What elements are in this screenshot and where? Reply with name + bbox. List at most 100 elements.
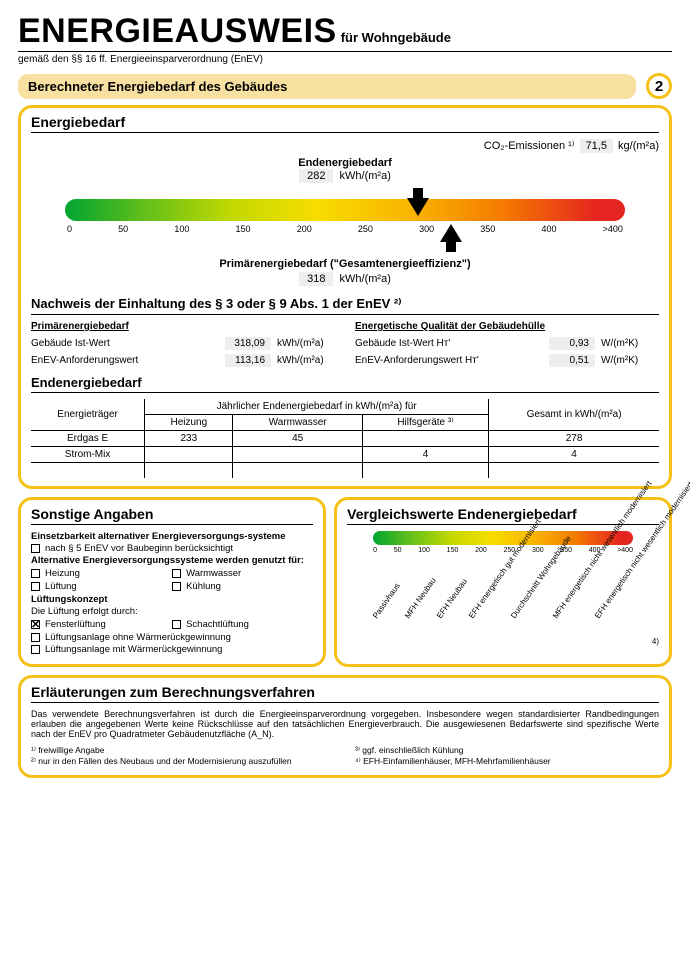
td (233, 447, 362, 463)
checkbox-icon (31, 582, 40, 591)
table-row: Erdgas E 233 45 278 (31, 431, 659, 447)
label: Kühlung (186, 581, 221, 592)
label: Warmwasser (186, 568, 241, 579)
label: Schachtlüftung (186, 619, 249, 630)
footnote: ¹⁾ freiwillige Angabe (31, 745, 335, 756)
checkbox-icon (31, 645, 40, 654)
scale-ticks: 050100150200250300350400>400 (65, 224, 625, 234)
mini-scale-bar (373, 531, 633, 545)
table-row: Strom-Mix 4 4 (31, 447, 659, 463)
end-label: Endenergiebedarf (31, 157, 659, 169)
qual-u: Energetische Qualität der Gebäudehülle (355, 321, 659, 332)
explanation-text: Das verwendete Berechnungsverfahren ist … (31, 709, 659, 739)
checkbox-icon (31, 569, 40, 578)
row-two-panels: Sonstige Angaben Einsetzbarkeit alternat… (18, 497, 672, 667)
panel-erlaeuterungen: Erläuterungen zum Berechnungsverfahren D… (18, 675, 672, 778)
label: Lüftungsanlage ohne Wärmerückgewinnung (45, 632, 231, 643)
panel-energiebedarf: Energiebedarf CO₂-Emissionen ¹⁾ 71,5 kg/… (18, 105, 672, 489)
page-number: 2 (646, 73, 672, 99)
panel-heading: Vergleichswerte Endenergiebedarf (347, 506, 659, 525)
end-unit: kWh/(m²a) (340, 170, 391, 182)
end-table: Energieträger Jährlicher Endenergiebedar… (31, 399, 659, 478)
prim-u: Primärenergiebedarf (31, 321, 335, 332)
checkbox-checked-icon (31, 620, 40, 629)
checkbox-icon (31, 544, 40, 553)
th: Warmwasser (233, 415, 362, 431)
kv-unit: kWh/(m²a) (277, 338, 335, 349)
checkbox-icon (172, 582, 181, 591)
td: 278 (489, 431, 659, 447)
td (362, 431, 488, 447)
td (145, 447, 233, 463)
kv-unit: kWh/(m²a) (277, 355, 335, 366)
co2-unit: kg/(m²a) (618, 140, 659, 152)
kv-label: EnEV-Anforderungswert Hᴛ' (355, 355, 549, 366)
td: Strom-Mix (31, 447, 145, 463)
kv-val: 0,51 (549, 354, 595, 367)
td: 4 (489, 447, 659, 463)
legal-line: gemäß den §§ 16 ff. Energieeinsparverord… (18, 54, 672, 65)
comparison-labels: PassivhausMFH NeubauEFH NeubauEFH energe… (363, 557, 643, 637)
kv-unit: W/(m²K) (601, 338, 659, 349)
nachweis-heading: Nachweis der Einhaltung des § 3 oder § 9… (31, 296, 659, 315)
panel-heading: Erläuterungen zum Berechnungsverfahren (31, 684, 659, 703)
prim-label: Primärenergiebedarf ("Gesamtenergieeffiz… (31, 258, 659, 270)
arrow-bottom-icon (440, 224, 462, 242)
label: Heizung (45, 568, 80, 579)
section-bar: Berechneter Energiebedarf des Gebäudes 2 (18, 73, 672, 99)
label: nach § 5 EnEV vor Baubeginn berücksichti… (45, 543, 233, 554)
header: ENERGIEAUSWEIS für Wohngebäude (18, 12, 672, 52)
kv-label: EnEV-Anforderungswert (31, 355, 225, 366)
endtable-heading: Endenergiebedarf (31, 375, 659, 393)
label: Alternative Energieversorgungssysteme we… (31, 555, 313, 566)
panel-heading: Energiebedarf (31, 114, 659, 133)
footnotes: ¹⁾ freiwillige Angabe ²⁾ nur in den Fäll… (31, 745, 659, 767)
panel-sonstige: Sonstige Angaben Einsetzbarkeit alternat… (18, 497, 326, 667)
label: Die Lüftung erfolgt durch: (31, 606, 313, 617)
footnote: ⁴⁾ EFH-Einfamilienhäuser, MFH-Mehrfamili… (355, 756, 659, 767)
td: 233 (145, 431, 233, 447)
note: 4) (347, 637, 659, 646)
co2-value: 71,5 (580, 139, 613, 153)
th: Jährlicher Endenergiebedarf in kWh/(m²a)… (145, 399, 489, 415)
label: Lüftung (45, 581, 77, 592)
label: Lüftungskonzept (31, 594, 313, 605)
prim-value: 318 (299, 272, 333, 286)
panel-vergleich: Vergleichswerte Endenergiebedarf 0501001… (334, 497, 672, 667)
label: Fensterlüftung (45, 619, 106, 630)
section-title: Berechneter Energiebedarf des Gebäudes (18, 74, 636, 99)
kv-val: 318,09 (225, 337, 271, 350)
subtitle: für Wohngebäude (341, 30, 451, 45)
kv-unit: W/(m²K) (601, 355, 659, 366)
label: Einsetzbarkeit alternativer Energieverso… (31, 531, 313, 542)
arrow-top-icon (407, 198, 429, 216)
prim-value-row: 318 kWh/(m²a) (31, 272, 659, 286)
td: 45 (233, 431, 362, 447)
co2-row: CO₂-Emissionen ¹⁾ 71,5 kg/(m²a) (31, 139, 659, 153)
end-value-row: 282 kWh/(m²a) (31, 169, 659, 183)
table-row (31, 463, 659, 479)
checkbox-icon (172, 620, 181, 629)
checkbox-icon (31, 633, 40, 642)
scale-bar (65, 199, 625, 221)
kv-label: Gebäude Ist-Wert (31, 338, 225, 349)
th: Heizung (145, 415, 233, 431)
panel-heading: Sonstige Angaben (31, 506, 313, 525)
th: Energieträger (31, 399, 145, 431)
footnote: ²⁾ nur in den Fällen des Neubaus und der… (31, 756, 335, 767)
td: Erdgas E (31, 431, 145, 447)
kv-label: Gebäude Ist-Wert Hᴛ' (355, 338, 549, 349)
td: 4 (362, 447, 488, 463)
prim-unit: kWh/(m²a) (340, 273, 391, 285)
co2-label: CO₂-Emissionen ¹⁾ (484, 140, 575, 152)
th: Hilfsgeräte ³⁾ (362, 415, 488, 431)
end-value: 282 (299, 169, 333, 183)
nachweis-cols: Primärenergiebedarf Gebäude Ist-Wert318,… (31, 321, 659, 371)
kv-val: 0,93 (549, 337, 595, 350)
th: Gesamt in kWh/(m²a) (489, 399, 659, 431)
scale: 050100150200250300350400>400 (65, 199, 625, 234)
footnote: ³⁾ ggf. einschließlich Kühlung (355, 745, 659, 756)
title: ENERGIEAUSWEIS (18, 12, 337, 51)
checkbox-icon (172, 569, 181, 578)
label: Lüftungsanlage mit Wärmerückgewinnung (45, 644, 222, 655)
